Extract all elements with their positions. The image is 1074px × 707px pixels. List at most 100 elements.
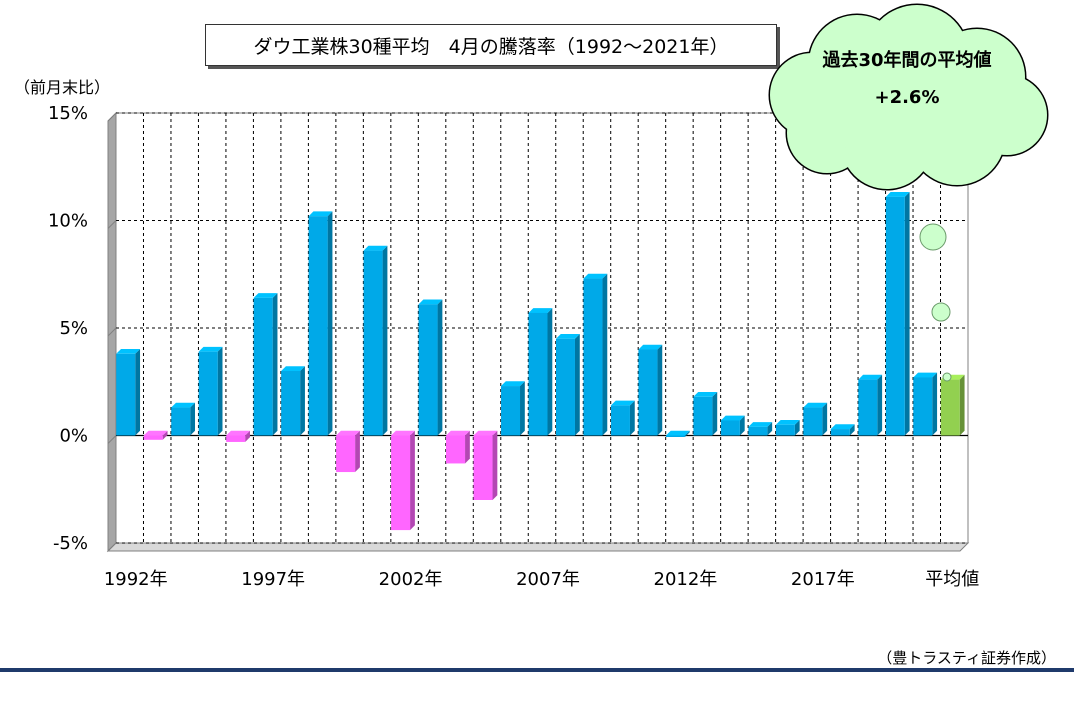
bar-top	[446, 430, 470, 436]
bars	[116, 192, 965, 531]
bar	[583, 273, 608, 436]
bar-top	[171, 402, 196, 408]
bar-top	[720, 415, 745, 421]
bar-face	[775, 424, 795, 436]
bar	[720, 415, 745, 436]
cloud-tail-bubble	[931, 302, 951, 322]
bar	[913, 372, 938, 436]
bar-face	[418, 304, 438, 436]
bar-top	[143, 430, 168, 436]
bar-side	[492, 430, 498, 500]
bar-top	[610, 400, 635, 406]
y-tick-label: 0%	[59, 426, 88, 447]
bar-top	[281, 366, 305, 371]
bar-top	[693, 392, 718, 397]
bar-face	[720, 420, 740, 436]
bar	[501, 381, 525, 436]
bar-face	[830, 429, 850, 436]
bar-side	[465, 430, 470, 464]
bar-top	[775, 419, 800, 425]
bar-top	[913, 372, 938, 378]
bar-face	[528, 312, 548, 436]
bar-top	[391, 430, 415, 436]
bar-face	[858, 379, 878, 436]
cloud-fill	[827, 30, 967, 170]
bar-side	[959, 374, 965, 436]
bar-top	[583, 273, 608, 279]
bar-face	[363, 250, 383, 436]
bar	[143, 430, 168, 440]
bar-face	[116, 353, 136, 436]
bar-face	[198, 351, 218, 436]
grid-line-side	[107, 112, 117, 122]
axes: 15% 10% 5% 0% -5% 1992年 1997年 2002年 2007年 2012年 20…	[48, 103, 979, 590]
average-bar	[940, 374, 965, 436]
bar-side	[574, 333, 580, 436]
x-tick-label: 1992年	[104, 569, 168, 590]
source-note: （豊トラスティ証券作成）	[877, 649, 1056, 667]
bar-face	[940, 379, 960, 436]
bar	[748, 422, 773, 436]
bar	[775, 419, 800, 436]
bar-top	[418, 299, 443, 305]
bar	[638, 344, 663, 436]
bar	[391, 430, 415, 531]
chart-title: ダウ工業株30種平均 4月の騰落率（1992～2021年）	[205, 24, 777, 66]
bar-face	[555, 338, 575, 436]
bar-side	[822, 402, 828, 436]
bar	[858, 374, 883, 436]
bar	[308, 211, 333, 436]
bar-side	[437, 299, 443, 436]
bar-top	[665, 430, 690, 436]
y-tick-label: 5%	[59, 318, 88, 339]
bar	[446, 430, 470, 464]
bar-face	[336, 435, 356, 473]
bar-face	[803, 407, 823, 436]
bar	[226, 430, 250, 442]
bar-top	[858, 374, 883, 380]
bar	[253, 293, 278, 436]
x-tick-label: 2007年	[516, 569, 580, 590]
bar-face	[391, 435, 411, 531]
bar-side	[327, 211, 333, 436]
bar-side	[629, 400, 635, 436]
bar-top	[308, 211, 333, 217]
bar-top	[885, 192, 910, 197]
cloud-tail-bubble	[919, 223, 947, 251]
bar-side	[300, 366, 305, 436]
bar-top	[830, 424, 855, 430]
bar-top	[198, 346, 223, 352]
bar-top	[501, 381, 525, 387]
bar-top	[555, 333, 580, 339]
y-tick-label: -5%	[53, 533, 88, 554]
bar	[528, 308, 553, 436]
bar	[803, 402, 828, 436]
bar-face	[693, 396, 713, 436]
bar-top	[528, 308, 553, 313]
bar-side	[272, 293, 278, 436]
bar	[363, 245, 388, 436]
bar-side	[767, 422, 773, 436]
bar-top	[116, 349, 141, 354]
bar-top	[253, 293, 278, 298]
bar	[665, 430, 690, 437]
bar-side	[932, 372, 938, 436]
y-tick-label: 10%	[48, 211, 88, 232]
bar	[555, 333, 580, 436]
bar-side	[217, 346, 223, 436]
bar-face	[665, 435, 685, 437]
bar	[610, 400, 635, 436]
bar-side	[904, 192, 910, 436]
bar-side	[657, 344, 663, 436]
bar-face	[748, 426, 768, 436]
bar-top	[803, 402, 828, 408]
grid-line-side	[107, 435, 117, 444]
bar-face	[885, 196, 905, 436]
x-tick-label: 2002年	[379, 569, 443, 590]
grid-line-side	[107, 327, 117, 337]
bar-face	[501, 386, 521, 436]
x-tick-label: 2017年	[791, 569, 855, 590]
bar-face	[226, 435, 246, 442]
bar-top	[363, 245, 388, 251]
bar-side	[602, 273, 608, 436]
